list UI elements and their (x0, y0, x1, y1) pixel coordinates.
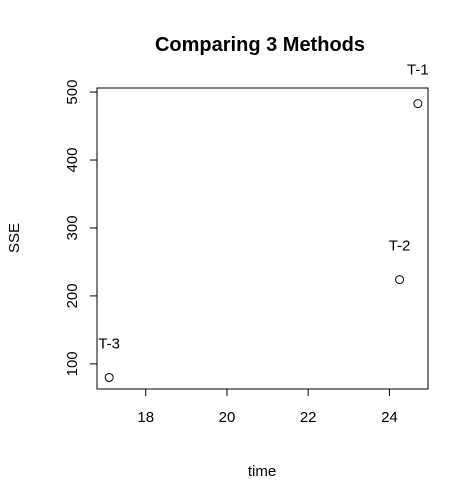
data-points: T-1 T-2 T-3 (98, 62, 429, 382)
data-point (413, 99, 423, 109)
x-axis: 18 20 22 24 (137, 388, 398, 426)
y-axis-title: SSE (6, 223, 23, 253)
plot-frame (96, 87, 429, 390)
x-axis-title: time (248, 463, 276, 480)
x-tick-label: 22 (300, 409, 317, 426)
x-tick-label: 24 (381, 409, 398, 426)
y-tick-label: 100 (64, 351, 81, 376)
y-tick-label: 300 (64, 215, 81, 240)
x-tick-label: 20 (219, 409, 236, 426)
y-tick-label: 400 (64, 148, 81, 173)
point-label: T-3 (98, 335, 120, 352)
y-tick-label: 500 (64, 80, 81, 105)
data-point (104, 372, 114, 382)
point-label: T-1 (407, 62, 429, 79)
data-point (395, 275, 405, 285)
y-tick-label: 200 (64, 283, 81, 308)
chart-title: Comparing 3 Methods (155, 34, 365, 56)
y-axis: 100 200 300 400 500 (64, 80, 98, 376)
point-label: T-2 (389, 238, 411, 255)
x-tick-label: 18 (137, 409, 154, 426)
